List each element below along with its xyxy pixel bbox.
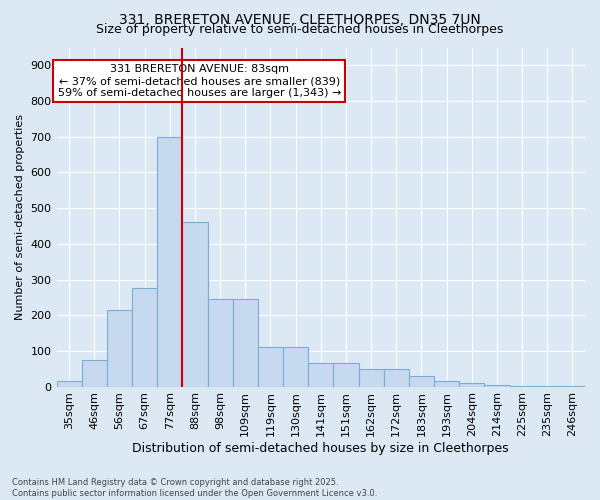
Bar — [132, 288, 157, 386]
Bar — [157, 136, 182, 386]
Bar — [208, 299, 233, 386]
Bar — [107, 310, 132, 386]
Bar — [82, 360, 107, 386]
Bar — [258, 348, 283, 387]
Y-axis label: Number of semi-detached properties: Number of semi-detached properties — [15, 114, 25, 320]
Text: 331 BRERETON AVENUE: 83sqm
← 37% of semi-detached houses are smaller (839)
59% o: 331 BRERETON AVENUE: 83sqm ← 37% of semi… — [58, 64, 341, 98]
Bar — [308, 364, 334, 386]
Bar — [383, 368, 409, 386]
Bar — [459, 383, 484, 386]
Text: 331, BRERETON AVENUE, CLEETHORPES, DN35 7UN: 331, BRERETON AVENUE, CLEETHORPES, DN35 … — [119, 12, 481, 26]
X-axis label: Distribution of semi-detached houses by size in Cleethorpes: Distribution of semi-detached houses by … — [133, 442, 509, 455]
Bar — [484, 385, 509, 386]
Bar — [334, 364, 359, 386]
Bar — [233, 299, 258, 386]
Bar — [56, 381, 82, 386]
Bar — [434, 381, 459, 386]
Bar — [283, 348, 308, 387]
Bar — [359, 368, 383, 386]
Text: Size of property relative to semi-detached houses in Cleethorpes: Size of property relative to semi-detach… — [97, 22, 503, 36]
Bar — [409, 376, 434, 386]
Text: Contains HM Land Registry data © Crown copyright and database right 2025.
Contai: Contains HM Land Registry data © Crown c… — [12, 478, 377, 498]
Bar — [182, 222, 208, 386]
